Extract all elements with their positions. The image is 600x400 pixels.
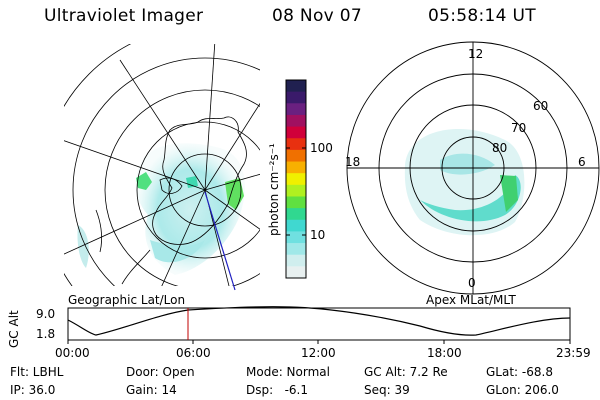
info-dsp: Dsp: -6.1	[246, 383, 309, 397]
gc-alt-ytick-9: 9.0	[36, 307, 55, 321]
info-glat: GLat: -68.8	[486, 365, 553, 379]
colorbar-tick-100: 100	[310, 141, 333, 155]
colorbar-cell	[286, 266, 306, 279]
colorbar-cell	[286, 254, 306, 267]
instrument-title: Ultraviolet Imager	[44, 6, 204, 26]
gc-alt-ytick-1.8: 1.8	[36, 327, 55, 341]
colorbar-cell	[286, 208, 306, 221]
lat-label-70: 70	[511, 121, 526, 135]
colorbar: 100 10 photon cm⁻²s⁻¹	[267, 79, 333, 279]
colorbar-cell	[286, 138, 306, 151]
info-door: Door: Open	[126, 365, 195, 379]
mlt-label-18: 18	[345, 155, 360, 169]
colorbar-cell	[286, 243, 306, 256]
gc-alt-ylabel: GC Alt	[7, 310, 21, 348]
x-tick-1200: 12:00	[301, 346, 336, 360]
time-label: 05:58:14 UT	[428, 6, 536, 26]
geographic-panel-label: Geographic Lat/Lon	[68, 293, 186, 307]
info-mode: Mode: Normal	[246, 365, 330, 379]
x-tick-1800: 18:00	[427, 346, 462, 360]
info-gc-alt: GC Alt: 7.2 Re	[364, 365, 448, 379]
mlt-label-6: 6	[578, 155, 586, 169]
colorbar-cell	[286, 161, 306, 174]
colorbar-cell	[286, 196, 306, 209]
colorbar-cell	[286, 219, 306, 232]
colorbar-cell	[286, 80, 306, 93]
colorbar-cell	[286, 126, 306, 139]
x-tick-0000: 00:00	[55, 346, 90, 360]
colorbar-unit-label: photon cm⁻²s⁻¹	[267, 143, 281, 236]
info-seq: Seq: 39	[364, 383, 410, 397]
colorbar-cell	[286, 173, 306, 186]
info-ip: IP: 36.0	[10, 383, 56, 397]
info-gain: Gain: 14	[126, 383, 177, 397]
colorbar-cell	[286, 184, 306, 197]
colorbar-cell	[286, 103, 306, 116]
colorbar-cell	[286, 91, 306, 104]
colorbar-tick-10: 10	[310, 228, 325, 242]
date-label: 08 Nov 07	[272, 6, 362, 26]
colorbar-cell	[286, 149, 306, 163]
x-tick-0600: 06:00	[176, 346, 211, 360]
colorbar-cell	[286, 231, 306, 244]
geographic-map	[64, 44, 260, 291]
lat-label-60: 60	[533, 99, 548, 113]
mlt-label-12: 12	[468, 47, 483, 61]
info-glon: GLon: 206.0	[486, 383, 559, 397]
apex-panel-label: Apex MLat/MLT	[426, 293, 516, 307]
apex-polar-plot: 12 18 6 0 60 70 80	[345, 41, 600, 295]
lat-label-80: 80	[492, 141, 507, 155]
gc-alt-plot: GC Alt 9.0 1.8	[7, 306, 571, 348]
x-tick-2359: 23:59	[556, 346, 591, 360]
colorbar-cell	[286, 114, 306, 128]
info-filter: Flt: LBHL	[10, 365, 64, 379]
mlt-label-0: 0	[468, 276, 476, 290]
